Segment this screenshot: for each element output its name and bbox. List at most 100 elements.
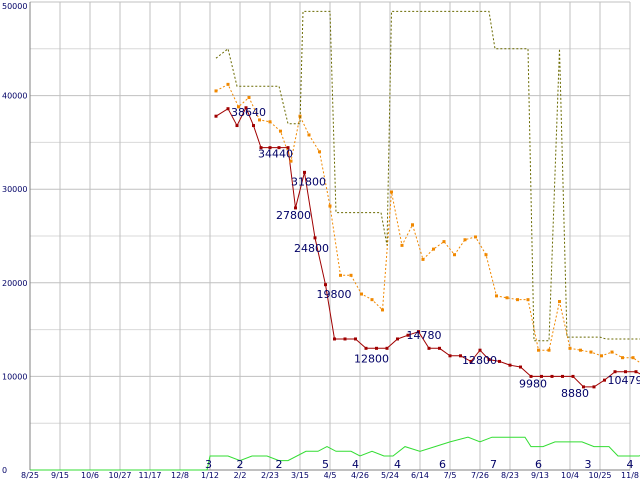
x-tick-label: 7/5 [444, 471, 457, 480]
count-label: 2 [276, 458, 283, 471]
x-tick-label: 11/8 [621, 471, 639, 480]
count-label: 6 [535, 458, 542, 471]
series-1-point [516, 298, 519, 302]
series-0-point [427, 346, 431, 350]
series-1-point [318, 150, 321, 154]
data-label: 9980 [519, 378, 547, 391]
series-1-point [279, 129, 282, 133]
series-2-line [215, 10, 640, 342]
series-0-point [226, 107, 230, 111]
series-1-point [484, 253, 488, 257]
series-1-point [226, 82, 230, 86]
data-label: 24800 [294, 242, 329, 255]
series-0-point [613, 370, 617, 374]
series-0-point [343, 337, 347, 341]
x-tick-label: 10/6 [81, 471, 99, 480]
series-1-point [505, 296, 509, 300]
series-0-point [313, 236, 317, 240]
count-label: 7 [490, 458, 497, 471]
series-0-point [286, 146, 290, 150]
series-1-point [381, 308, 384, 312]
x-tick-label: 10/27 [108, 471, 131, 480]
series-0-point [529, 374, 533, 378]
series-0-point [354, 337, 357, 341]
x-tick-label: 3/15 [291, 471, 309, 480]
series-0-point [438, 346, 441, 350]
series-1-point [360, 292, 363, 296]
series-0-point [592, 385, 596, 389]
series-0-point [519, 365, 522, 369]
count-label: 3 [205, 458, 212, 471]
count-label: 6 [439, 458, 446, 471]
series-0-point [603, 378, 606, 382]
series-1-point [463, 238, 467, 242]
x-tick-label: 9/13 [531, 471, 549, 480]
series-0-point [561, 374, 564, 378]
series-1-point [339, 273, 342, 277]
series-0-point [333, 337, 336, 341]
series-0-point [235, 124, 239, 128]
series-0-point [406, 333, 410, 337]
data-label: 31800 [291, 175, 326, 188]
series-0-point [459, 354, 462, 358]
x-tick-label: 5/24 [381, 471, 399, 480]
series-0-point [478, 348, 482, 352]
series-0-point [624, 370, 627, 374]
series-1-point [237, 105, 240, 109]
series-0-point [508, 363, 512, 367]
series-1-point [579, 348, 582, 352]
data-label: 27800 [276, 209, 311, 222]
series-1-point [400, 243, 404, 247]
series-0-point [303, 170, 306, 174]
count-label: 2 [237, 458, 244, 471]
data-label: 38640 [231, 106, 266, 119]
series-0-point [448, 354, 452, 358]
series-3-line [30, 436, 640, 471]
y-tick-label: 30000 [2, 185, 27, 194]
series-1-point [558, 300, 561, 304]
series-1-point [421, 257, 425, 261]
x-tick-label: 11/17 [138, 471, 161, 480]
series-1-point [247, 95, 251, 99]
series-1-point [495, 294, 498, 298]
series-0-point [324, 283, 327, 287]
series-1-point [390, 190, 393, 194]
x-tick-label: 12/8 [171, 471, 189, 480]
count-label: 4 [394, 458, 401, 471]
series-0-point [375, 346, 378, 350]
series-1-point [589, 350, 593, 354]
x-tick-label: 7/26 [471, 471, 489, 480]
series-0-point [571, 374, 575, 378]
series-0-point [396, 337, 399, 341]
series-0-point [417, 330, 420, 334]
x-tick-label: 8/23 [501, 471, 519, 480]
series-0-point [582, 385, 585, 389]
data-label: 34440 [258, 147, 293, 160]
data-label: 12800 [354, 352, 389, 365]
series-0-point [540, 374, 543, 378]
series-0-point [268, 146, 272, 150]
series [30, 10, 640, 471]
data-label: 12800 [462, 354, 497, 367]
x-tick-label: 8/25 [21, 471, 39, 480]
series-1-point [568, 346, 572, 350]
series-1-point [268, 120, 272, 124]
series-0-point [214, 114, 218, 118]
count-label: 4 [627, 458, 634, 471]
series-1-point [349, 273, 353, 277]
series-1-point [214, 89, 218, 93]
series-1-point [621, 356, 624, 360]
series-0-point [244, 106, 248, 110]
series-1-point [474, 235, 477, 239]
x-tick-label: 4/26 [351, 471, 369, 480]
series-0-point [487, 358, 491, 362]
series-1-point [411, 223, 414, 227]
series-1-point [328, 204, 332, 208]
series-0-point [498, 359, 501, 363]
y-tick-label: 40000 [2, 92, 27, 101]
y-tick-label: 10000 [2, 372, 27, 381]
data-label: 8880 [561, 387, 589, 400]
count-label: 5 [322, 458, 329, 471]
series-0-point [469, 359, 473, 363]
